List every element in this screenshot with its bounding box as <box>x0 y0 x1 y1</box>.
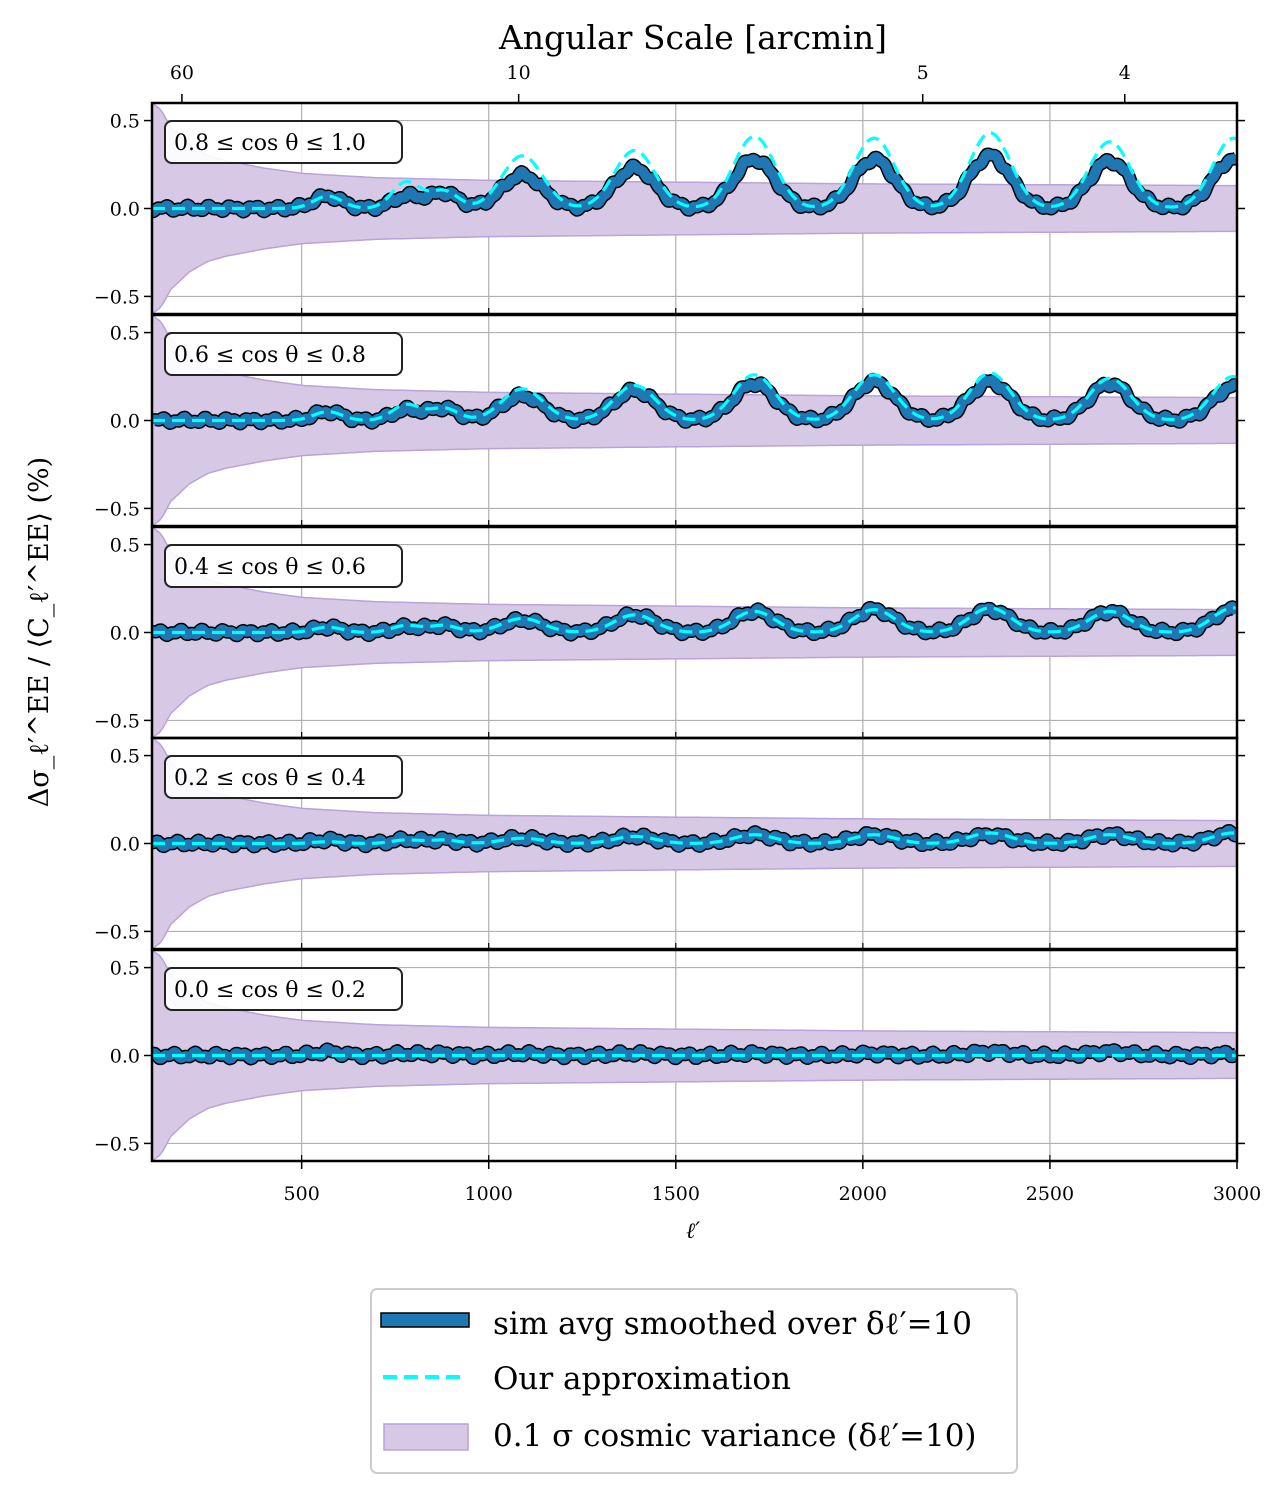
approximation-series <box>152 131 1237 211</box>
top-tick-label: 10 <box>507 62 531 84</box>
panel-label: 0.8 ≤ cos θ ≤ 1.0 <box>174 131 366 156</box>
y-tick-label: 0.0 <box>110 411 140 433</box>
panel-label-box <box>164 544 403 588</box>
approximation-series <box>152 831 1237 846</box>
y-tick-label: 0.0 <box>110 834 140 856</box>
y-tick-label: −0.5 <box>94 286 140 308</box>
bottom-tick-label: 2000 <box>839 1183 887 1205</box>
y-tick-label: 0.5 <box>110 535 140 557</box>
bottom-axis: 500 1000 1500 2000 2500 3000 <box>284 1161 1261 1205</box>
panel-label: 0.2 ≤ cos θ ≤ 0.4 <box>174 766 366 791</box>
panel-plot-area <box>152 527 1237 738</box>
y-tick-label: 0.0 <box>110 199 140 221</box>
bottom-tick-label: 1000 <box>465 1183 513 1205</box>
top-tick-label: 60 <box>170 62 194 84</box>
top-axis-title: Angular Scale [arcmin] <box>498 18 887 57</box>
panel-label: 0.0 ≤ cos θ ≤ 0.2 <box>174 978 366 1003</box>
legend-swatch-variance <box>383 1423 469 1451</box>
panel-label: 0.6 ≤ cos θ ≤ 0.8 <box>174 343 366 368</box>
x-axis-label: ℓ′ <box>686 1219 700 1244</box>
panel-plot-area <box>152 103 1237 314</box>
panel-1: 0.5 0.0 −0.5 0.6 ≤ cos θ ≤ 0.8 <box>94 313 1245 528</box>
approximation-series <box>152 606 1237 635</box>
y-tick-label: 0.0 <box>110 623 140 645</box>
sim-series <box>152 149 1237 217</box>
panel-2: 0.5 0.0 −0.5 0.4 ≤ cos θ ≤ 0.6 <box>94 525 1245 740</box>
legend-frame <box>370 1288 1018 1474</box>
y-tick-label: −0.5 <box>94 710 140 732</box>
legend-swatch-sim <box>380 1312 470 1328</box>
y-tick-label: 0.5 <box>110 746 140 768</box>
panel-3: 0.5 0.0 −0.5 0.2 ≤ cos θ ≤ 0.4 <box>94 736 1245 951</box>
panel-plot-area <box>152 315 1237 526</box>
panel-0: 0.5 0.0 −0.5 0.8 ≤ cos θ ≤ 1.0 <box>94 101 1245 316</box>
y-tick-label: 0.5 <box>110 111 140 133</box>
y-tick-label: −0.5 <box>94 921 140 943</box>
panel-label-box <box>164 332 403 376</box>
legend-label-variance: 0.1 σ cosmic variance (δℓ′=10) <box>493 1418 977 1454</box>
panel-plot-area <box>152 950 1237 1161</box>
y-tick-label: −0.5 <box>94 1133 140 1155</box>
bottom-tick-label: 500 <box>284 1183 320 1205</box>
panel-label-box <box>164 967 403 1011</box>
panel-4: 0.5 0.0 −0.5 0.0 ≤ cos θ ≤ 0.2 <box>94 948 1245 1163</box>
panel-label-box <box>164 120 403 164</box>
y-tick-label: 0.5 <box>110 323 140 345</box>
legend: sim avg smoothed over δℓ′=10 Our approxi… <box>370 1288 1018 1474</box>
bottom-tick-label: 1500 <box>652 1183 700 1205</box>
panel-label-box <box>164 755 403 799</box>
legend-label-sim: sim avg smoothed over δℓ′=10 <box>493 1306 972 1342</box>
y-axis-label: Δσ_ℓ′^EE / ⟨C_ℓ′^EE⟩ (%) <box>24 457 55 807</box>
bottom-tick-label: 3000 <box>1213 1183 1261 1205</box>
panel-plot-area <box>152 738 1237 949</box>
top-axis: 60 10 5 4 <box>170 62 1131 103</box>
bottom-tick-label: 2500 <box>1026 1183 1074 1205</box>
top-tick-label: 5 <box>917 62 929 84</box>
panel-label: 0.4 ≤ cos θ ≤ 0.6 <box>174 555 366 580</box>
approximation-series <box>152 371 1237 423</box>
legend-label-approx: Our approximation <box>493 1361 791 1397</box>
panels: 0.5 0.0 −0.5 0.8 ≤ cos θ ≤ 1.0 0.5 0.0 −0.5 0.6… <box>94 101 1245 1163</box>
top-tick-label: 4 <box>1119 62 1131 84</box>
y-tick-label: −0.5 <box>94 498 140 520</box>
y-tick-label: 0.0 <box>110 1046 140 1068</box>
y-tick-label: 0.5 <box>110 958 140 980</box>
